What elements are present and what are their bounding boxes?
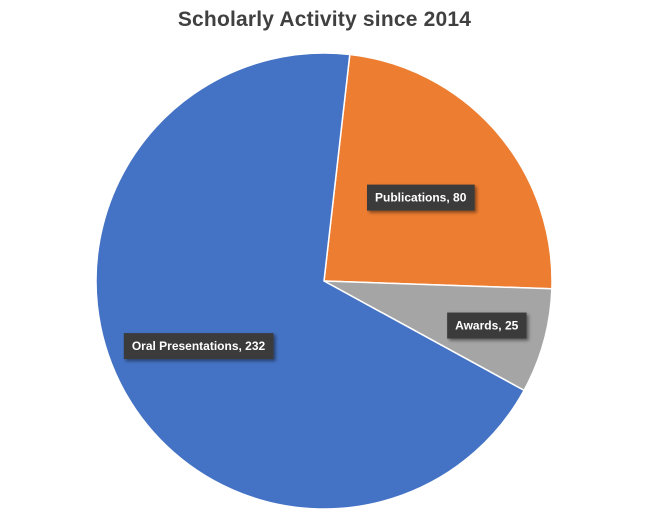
pie-slice-awards — [323, 280, 553, 392]
data-label-text: Publications, 80 — [375, 191, 467, 205]
pie-slice-publications — [323, 53, 553, 290]
data-label-text: Awards, 25 — [455, 319, 518, 333]
data-label-box — [123, 333, 274, 360]
data-label-box — [367, 184, 475, 211]
data-label-publications: Publications, 80 — [367, 184, 475, 211]
data-label-text: Oral Presentations, 232 — [132, 339, 266, 353]
data-label-awards: Awards, 25 — [447, 312, 527, 339]
data-label-box — [447, 312, 527, 339]
pie-slices — [95, 52, 553, 510]
data-label-oral-presentations: Oral Presentations, 232 — [123, 333, 274, 360]
chart-title: Scholarly Activity since 2014 — [177, 8, 472, 31]
pie-slice-oral-presentations — [95, 52, 526, 510]
pie-data-labels: Publications, 80 Awards, 25 Oral Presentat… — [123, 184, 527, 360]
